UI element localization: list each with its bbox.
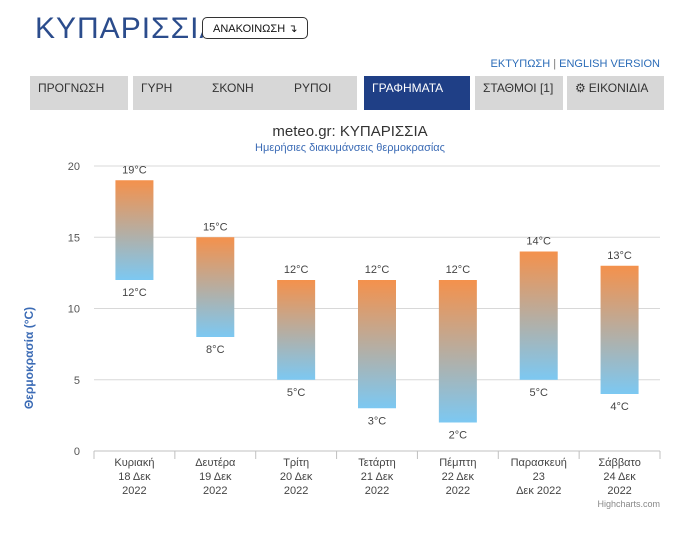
x-tick-label: 22 Δεκ	[442, 471, 475, 483]
english-version-link[interactable]: ENGLISH VERSION	[559, 58, 660, 70]
x-tick-label: Τρίτη	[283, 457, 309, 469]
tab-icons[interactable]: ⚙ ΕΙΚΟΝΙΔΙΑ	[567, 76, 664, 110]
x-tick-label: Σάββατο	[598, 457, 640, 469]
x-tick-label: 2022	[284, 485, 308, 497]
x-tick-label: 20 Δεκ	[280, 471, 313, 483]
x-tick-label: Παρασκευή	[511, 457, 567, 469]
y-tick-label: 20	[68, 161, 80, 173]
tab-label: ΕΙΚΟΝΙΔΙΑ	[588, 81, 649, 95]
y-tick-label: 0	[74, 446, 80, 458]
x-tick-label: 2022	[203, 485, 227, 497]
x-tick-label: 2022	[446, 485, 470, 497]
low-temp-label: 12°C	[122, 287, 147, 299]
gear-icon: ⚙	[575, 81, 586, 95]
x-tick-label: Δευτέρα	[195, 457, 236, 469]
temperature-range-bar	[438, 280, 477, 423]
x-tick-label: Δεκ 2022	[516, 485, 561, 497]
tab-label: ΣΤΑΘΜΟΙ [1]	[483, 81, 554, 95]
temperature-range-bar	[115, 180, 154, 280]
page-title: ΚΥΠΑΡΙΣΣΙΑ	[35, 12, 221, 45]
chart-credits[interactable]: Highcharts.com	[597, 499, 660, 509]
announcement-button[interactable]: ΑΝΑΚΟΙΝΩΣΗ ↴	[202, 17, 309, 39]
x-tick-label: 2022	[365, 485, 389, 497]
tab-label: ΠΡΟΓΝΩΣΗ	[38, 81, 105, 95]
x-axis: Κυριακή 18 Δεκ 2022 Δευτέρα 19 Δεκ 2022 Τρίτη 2…	[93, 451, 661, 497]
x-tick-label: 19 Δεκ	[199, 471, 232, 483]
high-temp-label: 12°C	[365, 264, 390, 276]
high-temp-label: 15°C	[203, 221, 228, 233]
low-temp-label: 3°C	[368, 415, 387, 427]
low-temp-label: 2°C	[449, 430, 468, 442]
print-link[interactable]: ΕΚΤΥΠΩΣΗ	[490, 58, 551, 70]
low-temp-label: 8°C	[206, 344, 225, 356]
x-tick-label: Τετάρτη	[358, 457, 396, 469]
top-links: ΕΚΤΥΠΩΣΗ | ENGLISH VERSION	[491, 58, 660, 70]
x-tick-label: Πέμπτη	[439, 457, 476, 469]
tab-label: ΓΡΑΦΗΜΑΤΑ	[372, 81, 444, 95]
low-temp-label: 5°C	[529, 387, 548, 399]
tab-stations[interactable]: ΣΤΑΘΜΟΙ [1]	[475, 76, 563, 110]
y-axis-label: Θερμοκρασία (°C)	[22, 307, 36, 409]
temperature-range-bar	[600, 265, 639, 394]
low-temp-label: 5°C	[287, 387, 306, 399]
chart-subtitle: Ημερήσιες διακυμάνσεις θερμοκρασίας	[255, 142, 445, 154]
tab-pollutants[interactable]: ΡΥΠΟΙ	[286, 76, 357, 110]
low-temp-label: 4°C	[610, 401, 629, 413]
temperature-range-bar	[358, 280, 396, 409]
tab-label: ΓΥΡΗ	[141, 81, 173, 95]
temperature-range-bar	[196, 237, 235, 337]
y-tick-label: 5	[74, 375, 80, 387]
high-temp-label: 12°C	[284, 264, 309, 276]
tab-label: ΣΚΟΝΗ	[212, 81, 254, 95]
temperature-range-bar	[519, 251, 558, 380]
high-temp-label: 12°C	[446, 264, 471, 276]
x-tick-label: 2022	[607, 485, 631, 497]
y-tick-label: 10	[68, 304, 80, 316]
bar-series: 19°C 12°C 15°C 8°C 12°C 5°C 12°C 3°C 12°C 2°C 14°C…	[115, 164, 639, 442]
x-tick-label: 2022	[122, 485, 146, 497]
high-temp-label: 13°C	[607, 250, 632, 262]
temperature-chart: meteo.gr: ΚΥΠΑΡΙΣΣΙΑ Ημερήσιες διακυμάνσ…	[22, 123, 661, 509]
x-tick-label: 23	[533, 471, 545, 483]
temperature-range-bar	[277, 280, 316, 380]
link-separator: |	[553, 58, 557, 70]
chart-title: meteo.gr: ΚΥΠΑΡΙΣΣΙΑ	[272, 123, 427, 140]
high-temp-label: 19°C	[122, 164, 147, 176]
x-tick-label: 18 Δεκ	[118, 471, 151, 483]
high-temp-label: 14°C	[526, 236, 551, 248]
x-tick-label: 24 Δεκ	[603, 471, 636, 483]
y-tick-label: 15	[68, 232, 80, 244]
tab-graphs[interactable]: ΓΡΑΦΗΜΑΤΑ	[364, 76, 470, 110]
tab-label: ΡΥΠΟΙ	[294, 81, 332, 95]
x-tick-label: Κυριακή	[114, 457, 154, 469]
tab-forecast[interactable]: ΠΡΟΓΝΩΣΗ	[30, 76, 128, 110]
x-tick-label: 21 Δεκ	[361, 471, 394, 483]
